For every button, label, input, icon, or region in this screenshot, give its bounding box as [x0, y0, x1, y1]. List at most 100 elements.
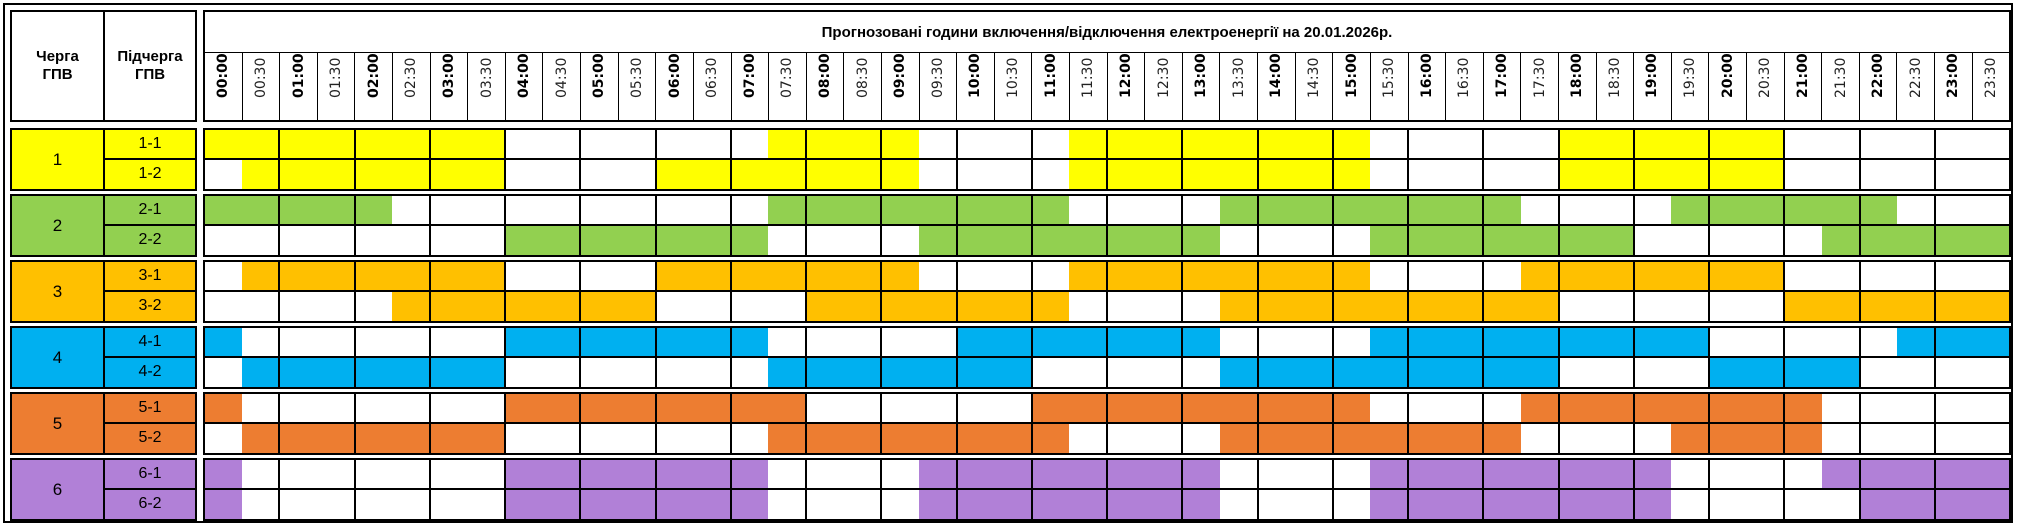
subqueue-label-4-2: 4-2	[138, 363, 162, 381]
slot-empty	[617, 130, 655, 158]
hour-cell	[1258, 328, 1334, 356]
time-slot-label: 15:30	[1381, 57, 1398, 98]
slot-empty	[1559, 357, 1597, 387]
slot-filled	[542, 225, 580, 255]
slot-filled	[1183, 489, 1220, 519]
schedule-row-6-1	[205, 460, 2009, 490]
slot-empty	[617, 262, 655, 290]
time-slot-label: 07:00	[741, 53, 758, 98]
hour-cell	[1634, 291, 1710, 321]
slot-filled	[542, 328, 580, 356]
schedule-row-2-2	[205, 225, 2009, 255]
slot-filled	[355, 357, 393, 387]
slot-empty	[1445, 394, 1483, 422]
schedule-grid-group-2	[203, 194, 2011, 257]
slot-filled	[1596, 489, 1633, 519]
time-slot-label: 10:00	[967, 53, 984, 98]
slot-filled	[1484, 196, 1521, 224]
slot-empty	[1069, 357, 1106, 387]
hour-cell	[1183, 159, 1259, 189]
hour-cell	[1860, 130, 1936, 158]
slot-filled	[1108, 328, 1145, 356]
slot-empty	[280, 291, 317, 321]
time-slot-header-cell: 12:00	[1108, 52, 1146, 120]
slot-filled	[581, 489, 618, 519]
slot-empty	[392, 489, 429, 519]
hour-cell	[506, 225, 582, 255]
slot-filled	[1596, 328, 1633, 356]
subqueue-cells: 3-1 3-2	[104, 260, 197, 323]
hour-cell	[1032, 291, 1108, 321]
hour-cell	[656, 291, 732, 321]
hour-cell	[807, 460, 883, 488]
slot-filled	[1746, 130, 1784, 158]
subqueue-label-6-2: 6-2	[138, 495, 162, 513]
hour-cell	[1183, 262, 1259, 290]
hour-cell	[1935, 291, 2009, 321]
slot-filled	[430, 159, 468, 189]
slot-filled	[1935, 291, 1973, 321]
slot-filled	[617, 225, 655, 255]
slot-empty	[656, 196, 694, 224]
hour-cell	[882, 225, 958, 255]
slot-empty	[693, 423, 730, 453]
slot-filled	[843, 196, 881, 224]
slot-empty	[1032, 130, 1070, 158]
hour-cell	[355, 225, 431, 255]
hour-cell	[807, 394, 883, 422]
slot-empty	[1634, 357, 1672, 387]
slot-filled	[1370, 196, 1407, 224]
slot-filled	[430, 262, 468, 290]
hour-cell	[205, 394, 281, 422]
slot-empty	[1370, 394, 1407, 422]
hour-cell	[506, 159, 582, 189]
time-slot-label: 17:00	[1494, 53, 1511, 98]
hour-cell	[280, 262, 356, 290]
slot-filled	[241, 196, 279, 224]
slot-empty	[1370, 130, 1407, 158]
slot-filled	[1484, 291, 1521, 321]
hour-cell	[506, 328, 582, 356]
slot-filled	[280, 196, 317, 224]
hour-cell	[1935, 196, 2009, 224]
slot-empty	[392, 328, 429, 356]
time-slot-header: 00:00 00:30 01:00 01:30 02:00 02:30 03:00 03:30…	[203, 52, 2011, 122]
hour-cell	[882, 357, 958, 387]
hour-cell	[1258, 394, 1334, 422]
hour-cell	[882, 196, 958, 224]
hour-cell	[807, 262, 883, 290]
hour-cell	[1634, 262, 1710, 290]
slot-filled	[542, 394, 580, 422]
slot-empty	[994, 394, 1031, 422]
slot-empty	[316, 225, 354, 255]
slot-empty	[1935, 357, 1973, 387]
time-slot-label: 02:00	[365, 53, 382, 98]
subqueue-label-5-2: 5-2	[138, 429, 162, 447]
hour-cell	[1258, 357, 1334, 387]
hour-cell	[1559, 262, 1635, 290]
slot-empty	[807, 460, 844, 488]
time-slot-header-cell: 21:00	[1785, 52, 1823, 120]
slot-empty	[957, 159, 995, 189]
hour-cell	[731, 225, 807, 255]
time-slot-label: 20:30	[1757, 57, 1774, 98]
hour-cell	[807, 291, 883, 321]
queue-header: Черга ГПВ	[10, 10, 105, 122]
slot-empty	[1069, 423, 1106, 453]
slot-filled	[807, 262, 844, 290]
hour-cell	[506, 394, 582, 422]
hour-cell	[280, 291, 356, 321]
slot-empty	[392, 196, 429, 224]
hour-cell	[957, 328, 1033, 356]
slot-filled	[731, 225, 769, 255]
slot-empty	[1972, 196, 2009, 224]
slot-empty	[1108, 357, 1145, 387]
slot-empty	[1972, 357, 2009, 387]
slot-empty	[957, 262, 995, 290]
time-slot-label: 16:00	[1418, 53, 1435, 98]
slot-filled	[1634, 328, 1672, 356]
hour-cell	[1634, 357, 1710, 387]
hour-cell	[1032, 423, 1108, 453]
slot-filled	[1370, 291, 1407, 321]
hour-cell	[1409, 489, 1485, 519]
